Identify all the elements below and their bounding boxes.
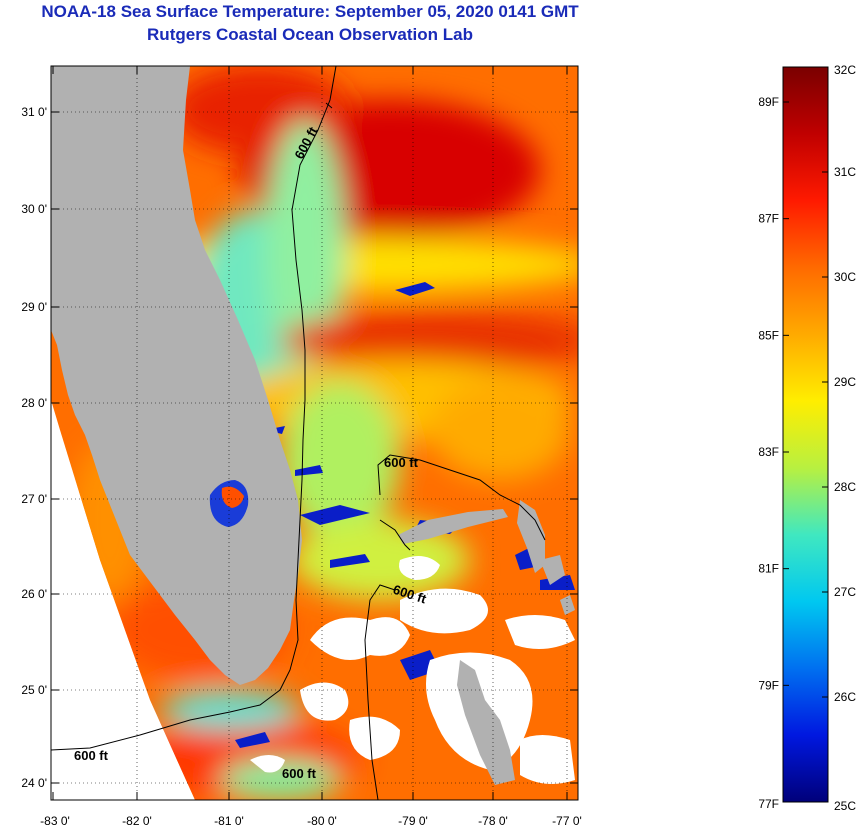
colorbar-ramp: [782, 66, 829, 803]
cold-patch-12: [235, 732, 270, 748]
chart-title: NOAA-18 Sea Surface Temperature: Septemb…: [41, 2, 579, 21]
abaco: [517, 500, 545, 573]
grand-bahama: [398, 509, 508, 544]
cloud-7: [399, 556, 440, 580]
cloud-8: [250, 755, 285, 773]
contour-label-5: 600 ft: [282, 766, 317, 781]
colorbar-c-label: 32C: [834, 63, 856, 77]
sst-keys-cool: [160, 690, 300, 730]
lake-okeechobee-warm: [221, 486, 244, 508]
colorbar-c-label: 25C: [834, 799, 856, 813]
colorbar-f-label: 83F: [758, 445, 779, 459]
cloud-2: [400, 588, 488, 634]
colorbar-f-label: 77F: [758, 797, 779, 811]
florida-land: [51, 66, 302, 685]
sst-straits-cool: [220, 760, 340, 800]
chart-subtitle: Rutgers Coastal Ocean Observation Lab: [147, 25, 473, 44]
bimini-shoal: [540, 555, 565, 585]
cloud-4: [300, 682, 349, 721]
lon-label: -80 0': [307, 814, 337, 828]
lon-label: -78 0': [478, 814, 508, 828]
colorbar-c-label: 26C: [834, 690, 856, 704]
lat-label: 28 0': [21, 396, 47, 410]
sst-warm-band: [280, 310, 578, 370]
lon-label: -82 0': [122, 814, 152, 828]
lat-label: 27 0': [21, 492, 47, 506]
cold-patch-2: [300, 505, 370, 525]
colorbar-f-label: 87F: [758, 212, 779, 226]
lat-label: 29 0': [21, 300, 47, 314]
colorbar-c-label: 31C: [834, 165, 856, 179]
colorbar-f-label: 79F: [758, 678, 779, 692]
isobath-tongue: [364, 584, 396, 800]
lat-label: 30 0': [21, 202, 47, 216]
cloud-9: [520, 735, 575, 784]
colorbar-f-label: 81F: [758, 562, 779, 576]
lat-label: 31 0': [21, 105, 47, 119]
cold-patch-1: [395, 282, 435, 296]
colorbar-c-label: 29C: [834, 375, 856, 389]
sst-mid-3: [290, 520, 470, 600]
isobath-east-coast: [51, 66, 337, 751]
colorbar-c-label: 28C: [834, 480, 856, 494]
andros: [457, 660, 515, 785]
sst-mid-4: [430, 380, 570, 480]
latitude-axis: 31 0' 30 0' 29 0' 28 0' 27 0' 26 0' 25 0' 24 0': [21, 105, 47, 790]
axis-ticks: [51, 66, 578, 800]
cloud-5: [349, 716, 400, 760]
cold-patch-3: [330, 554, 370, 568]
colorbar-c-label: 27C: [834, 585, 856, 599]
sst-cool-gs: [265, 120, 345, 380]
cloud-6: [505, 615, 575, 649]
lat-label: 24 0': [21, 776, 47, 790]
lon-label: -79 0': [398, 814, 428, 828]
contour-label-4: 600 ft: [74, 748, 109, 763]
colorbar-ticks: 32C 31C 30C 29C 28C 27C 26C 25C 89F 87F 85F 83F 81F 7…: [758, 63, 856, 813]
eleuthera: [560, 595, 575, 615]
lat-label: 25 0': [21, 683, 47, 697]
colorbar-f-label: 85F: [758, 328, 779, 342]
lon-label: -83 0': [40, 814, 70, 828]
lon-label: -81 0': [214, 814, 244, 828]
sst-map: 600 ft 600 ft 600 ft 600 ft 600 ft -83 0…: [21, 65, 582, 828]
isobath-little-bahama: [377, 454, 546, 541]
longitude-axis: -83 0' -82 0' -81 0' -80 0' -79 0' -78 0' -77 …: [40, 814, 582, 828]
colorbar-f-label: 89F: [758, 95, 779, 109]
colorbar-c-label: 30C: [834, 270, 856, 284]
cloud-1: [310, 617, 410, 660]
sst-mid-2: [280, 380, 400, 540]
contour-label-2: 600 ft: [384, 455, 419, 470]
isobath-north-inlet: [325, 102, 333, 109]
lat-label: 26 0': [21, 587, 47, 601]
isobaths: [51, 66, 546, 800]
lon-label: -77 0': [552, 814, 582, 828]
isobath-great-bahama: [379, 519, 411, 551]
map-frame: [50, 65, 579, 801]
